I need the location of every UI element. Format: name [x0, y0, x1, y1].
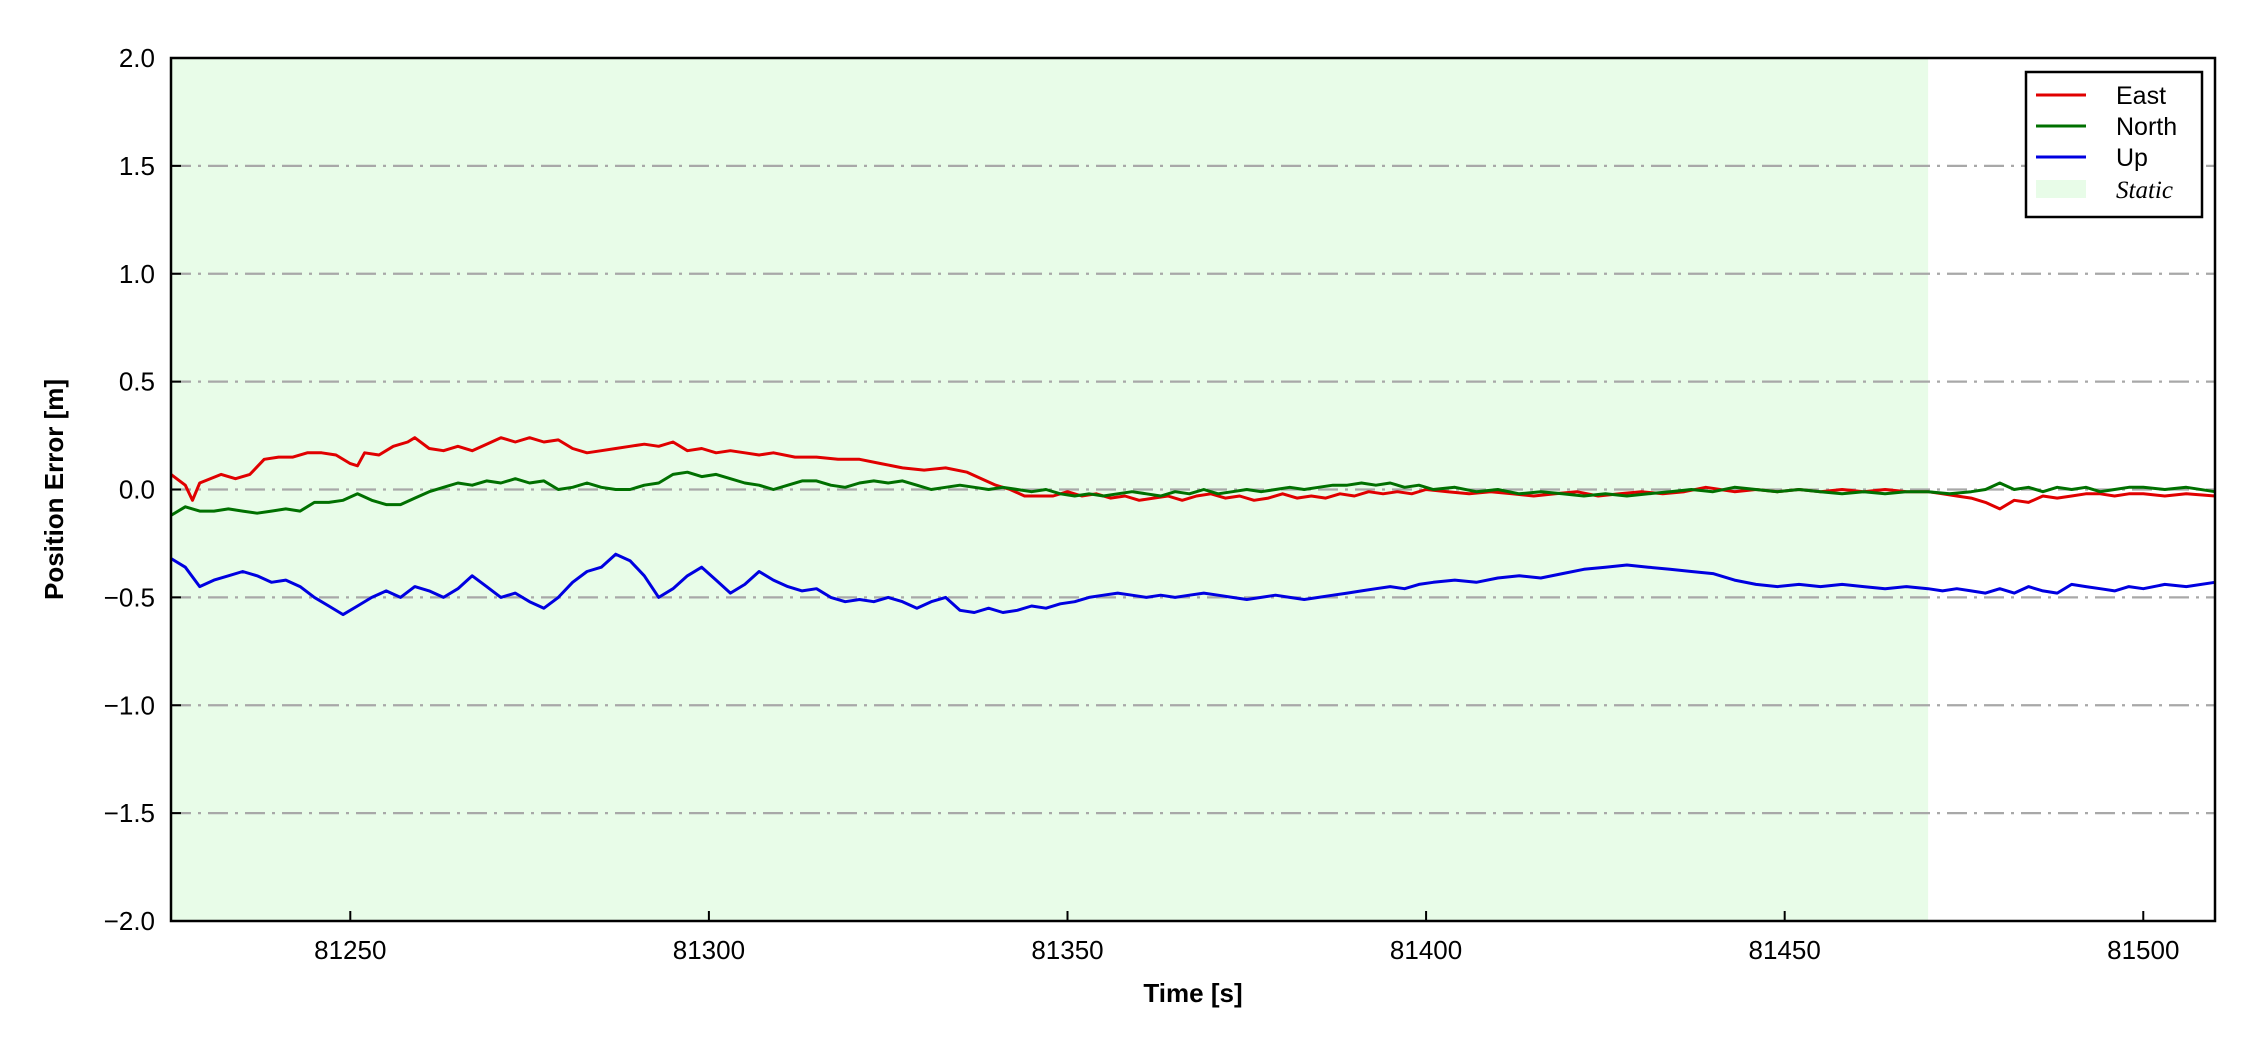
series-line-up	[170, 552, 2216, 617]
series-lines	[170, 436, 2216, 617]
y-tick-label: 1.0	[119, 259, 155, 289]
y-tick-label: −1.0	[104, 690, 155, 720]
legend-label-east: East	[2116, 82, 2166, 110]
x-tick-label: 81450	[1749, 935, 1821, 965]
y-axis-title: Position Error [m]	[39, 379, 69, 600]
x-tick-label: 81500	[2107, 935, 2179, 965]
series-line-north	[170, 470, 2216, 517]
y-tick-label: −1.5	[104, 798, 155, 828]
legend-label-north: North	[2116, 113, 2177, 141]
y-tick-label: −2.0	[104, 906, 155, 936]
x-axis: 81250 81300 81350 81400 81450 81500	[314, 911, 2179, 965]
y-tick-label: 0.0	[119, 475, 155, 505]
x-tick-label: 81350	[1031, 935, 1103, 965]
y-tick-label: 0.5	[119, 367, 155, 397]
x-tick-label: 81300	[673, 935, 745, 965]
legend: East North Up Static	[2024, 70, 2204, 219]
y-tick-label: 1.5	[119, 151, 155, 181]
y-tick-label: −0.5	[104, 582, 155, 612]
legend-label-static: Static	[2116, 177, 2173, 204]
y-tick-label: 2.0	[119, 43, 155, 73]
y-axis: −2.0 −1.5 −1.0 −0.5 0.0 0.5 1.0 1.5 2.0	[104, 43, 181, 936]
legend-swatch-static	[2036, 180, 2086, 198]
legend-label-up: Up	[2116, 144, 2148, 172]
x-axis-title: Time [s]	[1143, 978, 1242, 1008]
x-tick-label: 81250	[314, 935, 386, 965]
x-tick-label: 81400	[1390, 935, 1462, 965]
